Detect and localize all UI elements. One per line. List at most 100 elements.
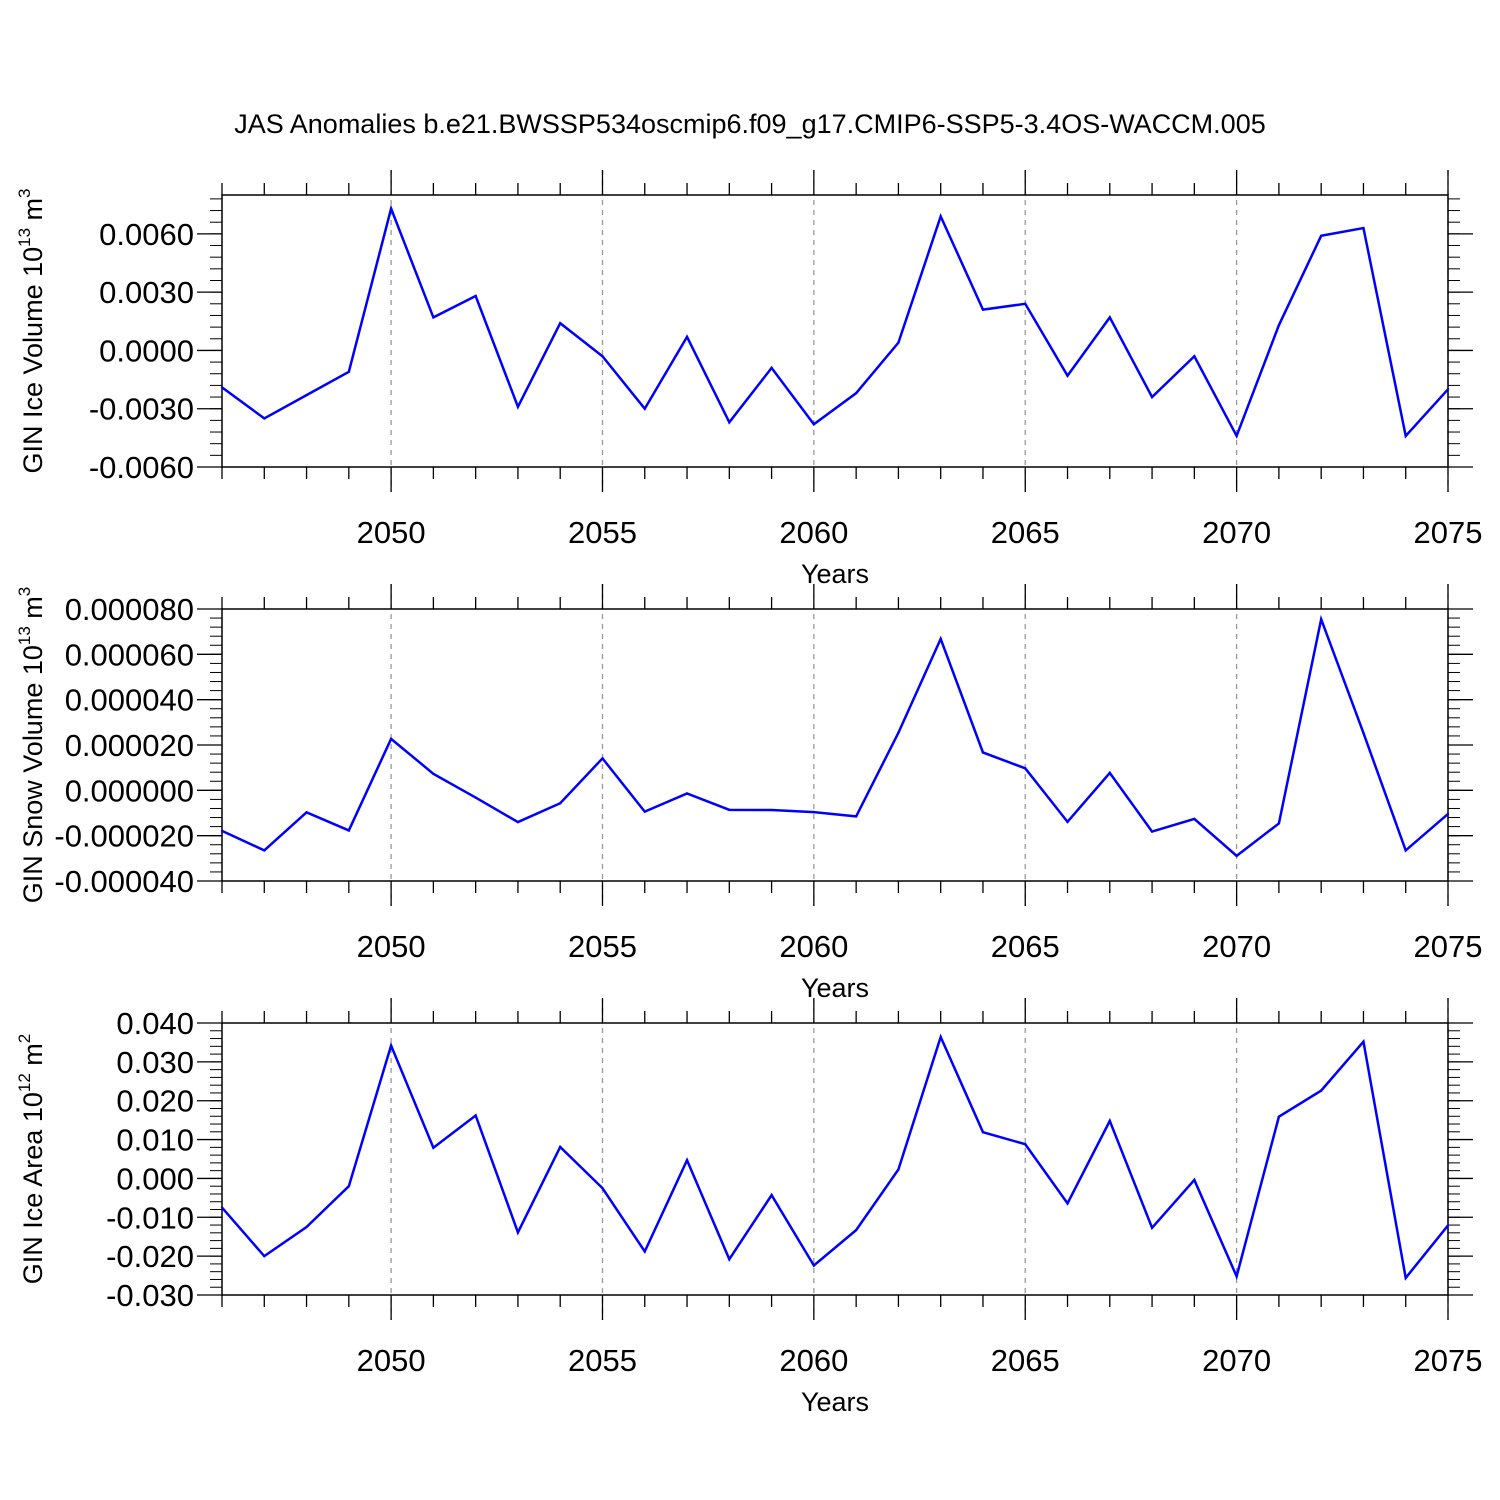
data-point (559, 802, 562, 805)
data-point (601, 355, 604, 358)
data-point (432, 1146, 435, 1149)
y-tick-label: -0.0060 (89, 450, 194, 485)
y-tick-label: -0.020 (106, 1239, 194, 1274)
data-point (474, 294, 477, 298)
data-point (981, 1130, 985, 1134)
panels: -0.0060 -0.0030 0.0000 0.0030 0.0060 2050 2055… (15, 170, 1482, 1417)
data-point (389, 737, 393, 741)
y-tick-label: 0.000080 (65, 592, 194, 627)
x-tick-label: 2070 (1202, 929, 1271, 964)
x-tick-label: 2065 (991, 929, 1060, 964)
data-point (1319, 618, 1323, 621)
x-axis-label: Years (801, 559, 869, 589)
data-point (1446, 1224, 1450, 1227)
data-point (474, 796, 477, 799)
data-point (305, 811, 308, 814)
data-point (643, 1250, 646, 1253)
x-tick-label: 2075 (1414, 515, 1483, 550)
x-tick-label: 2065 (991, 515, 1060, 550)
y-tick-label: -0.000040 (54, 864, 194, 899)
data-point (263, 417, 266, 420)
data-point (347, 829, 351, 832)
data-point (1066, 820, 1069, 824)
y-tick-label: -0.030 (106, 1278, 194, 1313)
data-point (516, 820, 520, 824)
data-point (1404, 434, 1407, 438)
data-point (1108, 316, 1111, 319)
data-point (1446, 388, 1450, 391)
data-point (516, 405, 520, 408)
data-point (389, 1044, 393, 1047)
panel-3: -0.030 -0.020 -0.010 0.0000.010 0.020 0.030 0.… (15, 998, 1482, 1417)
data-point (1235, 1275, 1238, 1278)
data-point (728, 1258, 731, 1261)
data-point (220, 829, 224, 833)
data-point (770, 808, 773, 812)
x-tick-label: 2070 (1202, 1343, 1271, 1378)
data-point (305, 1225, 308, 1229)
data-point (263, 849, 266, 852)
data-point (220, 386, 224, 389)
y-tick-label: -0.0030 (89, 392, 194, 427)
x-tick-label: 2055 (568, 929, 637, 964)
data-point (1446, 812, 1450, 816)
plot-frame (221, 194, 1449, 468)
data-point (1108, 1119, 1111, 1123)
x-tick-label: 2050 (357, 929, 426, 964)
y-tick-label: 0.0000 (99, 333, 194, 368)
y-tick-label: 0.010 (116, 1123, 194, 1158)
data-point (897, 731, 900, 734)
x-tick-label: 2055 (568, 515, 637, 550)
data-point (1066, 1202, 1069, 1205)
y-tick-label: 0.030 (116, 1045, 194, 1080)
data-point (1024, 767, 1027, 770)
data-point (601, 757, 604, 760)
y-tick-label: 0.040 (116, 1006, 194, 1041)
data-point (1150, 1226, 1154, 1229)
data-point (1319, 234, 1323, 237)
y-axis-label: GIN Ice Area 1012 m2 (15, 1034, 48, 1285)
x-tick-label: 2050 (357, 1343, 426, 1378)
data-point (981, 308, 985, 311)
data-point (728, 808, 731, 812)
x-tick-label: 2075 (1414, 1343, 1483, 1378)
data-point (305, 393, 308, 397)
y-tick-label: 0.000060 (65, 637, 194, 672)
x-tick-label: 2060 (779, 929, 848, 964)
x-tick-label: 2055 (568, 1343, 637, 1378)
x-tick-label: 2065 (991, 1343, 1060, 1378)
data-point (1404, 849, 1407, 852)
figure-title: JAS Anomalies b.e21.BWSSP534oscmip6.f09_… (234, 109, 1265, 139)
y-tick-label: 0.0060 (99, 217, 194, 252)
data-point (812, 1264, 816, 1267)
data-point (812, 423, 816, 426)
data-point (643, 810, 646, 813)
data-point (1362, 226, 1365, 230)
data-point (559, 1145, 562, 1149)
data-point (432, 772, 435, 775)
data-point (1277, 323, 1281, 327)
data-point (1235, 854, 1238, 858)
data-point (601, 1186, 604, 1190)
data-point (854, 391, 858, 395)
data-point (1319, 1089, 1323, 1092)
data-point (897, 341, 900, 344)
data-point (1108, 771, 1111, 775)
data-point (812, 810, 816, 814)
y-axis-label: GIN Ice Volume 1013 m3 (15, 188, 48, 473)
plot-frame (221, 1022, 1449, 1296)
data-point (981, 751, 985, 754)
data-point (770, 366, 773, 370)
y-tick-label: -0.000020 (54, 819, 194, 854)
data-point (939, 637, 942, 641)
x-axis-label: Years (801, 973, 869, 1003)
y-tick-label: 0.000 (116, 1161, 194, 1196)
panel-1: -0.0060 -0.0030 0.0000 0.0030 0.0060 2050 2055… (15, 170, 1482, 589)
data-point (1362, 731, 1365, 735)
data-point (516, 1231, 520, 1234)
y-tick-label: 0.000000 (65, 773, 194, 808)
data-point (685, 1158, 689, 1162)
data-point (347, 1185, 351, 1188)
x-tick-label: 2060 (779, 1343, 848, 1378)
